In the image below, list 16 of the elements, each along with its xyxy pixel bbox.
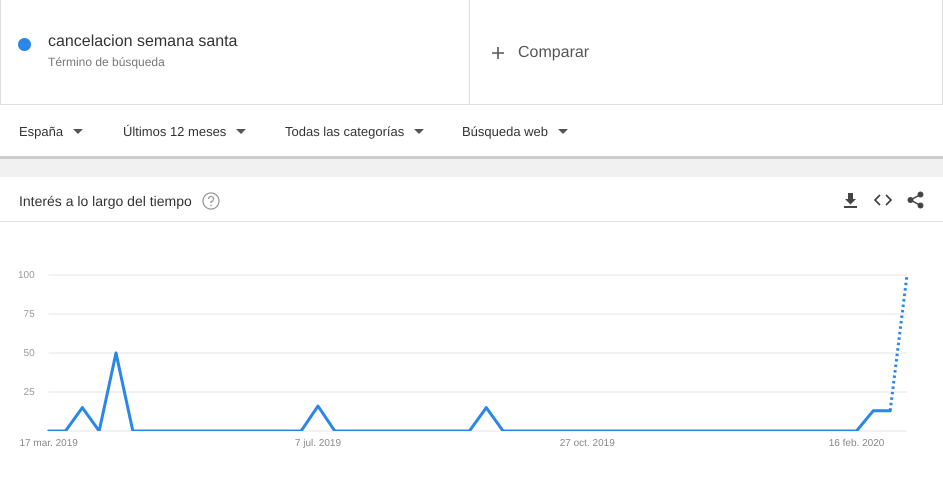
- y-tick-label: 50: [24, 348, 36, 359]
- x-tick-label: 27 oct. 2019: [560, 438, 616, 449]
- text: España: [19, 124, 64, 139]
- text: Búsqueda web: [462, 124, 548, 139]
- chart-title: Interés a lo largo del tiempo: [19, 193, 192, 209]
- text: Comparar: [518, 44, 590, 62]
- x-tick-label: 7 jul. 2019: [294, 438, 342, 449]
- legend-label: cancelacion semana santa: [48, 33, 238, 51]
- x-tick-label: 17 mar. 2019: [19, 438, 78, 449]
- text: Últimos 12 meses: [123, 124, 226, 139]
- x-tick-label: 16 feb. 2020: [828, 438, 885, 449]
- y-tick-label: 25: [24, 386, 36, 398]
- text: Todas las categorías: [285, 124, 404, 139]
- y-tick-label: 75: [24, 308, 36, 320]
- text: Término de búsqueda: [48, 55, 166, 69]
- y-tick-label: 100: [18, 270, 36, 281]
